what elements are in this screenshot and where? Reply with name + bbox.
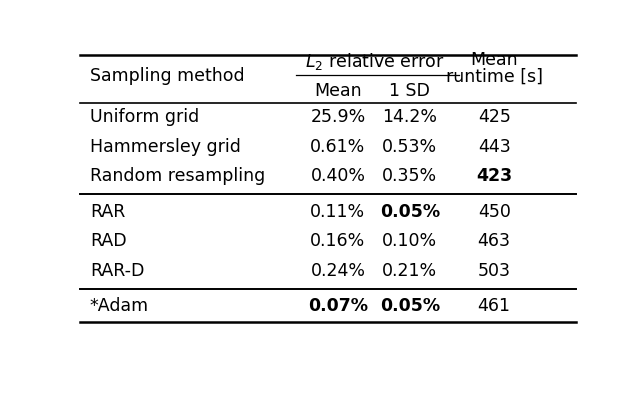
Text: 443: 443 — [478, 138, 511, 156]
Text: 0.05%: 0.05% — [380, 297, 440, 315]
Text: RAD: RAD — [90, 232, 127, 250]
Text: *Adam: *Adam — [90, 297, 149, 315]
Text: 0.05%: 0.05% — [380, 202, 440, 220]
Text: 1 SD: 1 SD — [389, 82, 430, 100]
Text: RAR-D: RAR-D — [90, 262, 144, 280]
Text: Random resampling: Random resampling — [90, 168, 265, 185]
Text: 461: 461 — [477, 297, 511, 315]
Text: 14.2%: 14.2% — [382, 108, 437, 126]
Text: Mean: Mean — [470, 51, 518, 69]
Text: Sampling method: Sampling method — [90, 66, 244, 84]
Text: 0.53%: 0.53% — [382, 138, 437, 156]
Text: Uniform grid: Uniform grid — [90, 108, 199, 126]
Text: 0.61%: 0.61% — [310, 138, 365, 156]
Text: 0.10%: 0.10% — [382, 232, 437, 250]
Text: RAR: RAR — [90, 202, 125, 220]
Text: 0.16%: 0.16% — [310, 232, 365, 250]
Text: 0.35%: 0.35% — [382, 168, 437, 185]
Text: 0.11%: 0.11% — [310, 202, 365, 220]
Text: 423: 423 — [476, 168, 512, 185]
Text: Hammersley grid: Hammersley grid — [90, 138, 241, 156]
Text: 463: 463 — [477, 232, 511, 250]
Text: 425: 425 — [477, 108, 511, 126]
Text: $L_2$ relative error: $L_2$ relative error — [305, 51, 445, 72]
Text: 0.07%: 0.07% — [308, 297, 368, 315]
Text: 0.21%: 0.21% — [382, 262, 437, 280]
Text: 450: 450 — [477, 202, 511, 220]
Text: 0.24%: 0.24% — [310, 262, 365, 280]
Text: 503: 503 — [477, 262, 511, 280]
Text: 0.40%: 0.40% — [310, 168, 365, 185]
Text: 25.9%: 25.9% — [310, 108, 365, 126]
Text: runtime [s]: runtime [s] — [445, 68, 543, 86]
Text: Mean: Mean — [314, 82, 362, 100]
